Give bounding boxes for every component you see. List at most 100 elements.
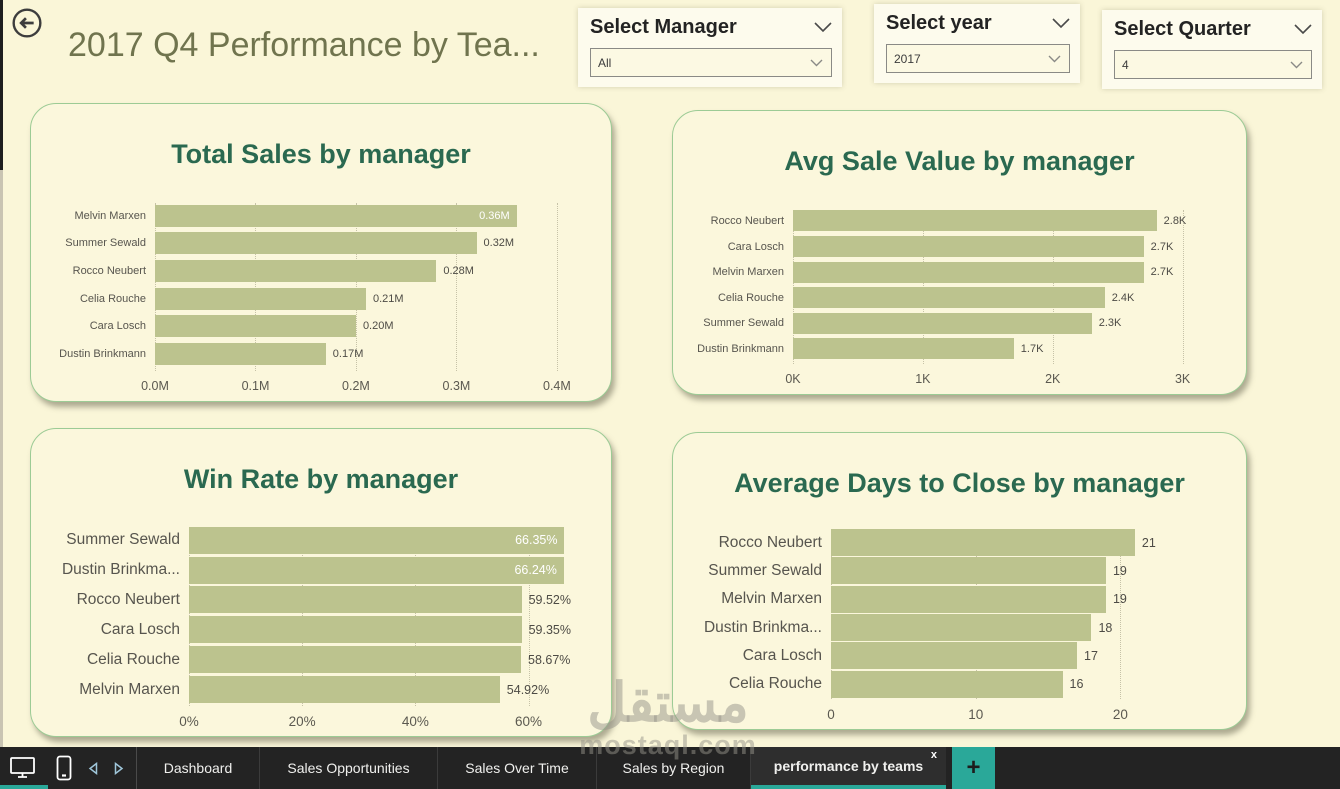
bar-track: 66.24% xyxy=(189,556,571,584)
slicer-manager-header[interactable]: Select Manager xyxy=(590,16,832,39)
phone-icon[interactable] xyxy=(56,755,72,781)
value-label: 66.35% xyxy=(515,533,558,548)
bar-row: Cara Losch 2.7K xyxy=(673,236,1246,257)
gridline xyxy=(355,202,357,371)
x-axis-tick-label: 0.4M xyxy=(542,379,571,393)
slicer-manager-dropdown[interactable]: All xyxy=(590,48,832,77)
category-label: Celia Rouche xyxy=(86,650,180,668)
slicer-quarter-dropdown[interactable]: 4 xyxy=(1114,50,1312,79)
page-tab-bar: Dashboard Sales Opportunities Sales Over… xyxy=(0,747,1340,789)
bar[interactable] xyxy=(189,586,522,614)
chart-card-avg-days-to-close: Average Days to Close by manager Rocco N… xyxy=(672,432,1247,730)
category-label: Rocco Neubert xyxy=(710,214,784,227)
value-label: 54.92% xyxy=(506,682,550,697)
slicer-year-header[interactable]: Select year xyxy=(886,12,1070,35)
chevron-down-icon xyxy=(810,59,823,66)
slicer-manager-label: Select Manager xyxy=(590,16,737,38)
scrollbar-thumb[interactable] xyxy=(0,0,3,170)
category-label: Rocco Neubert xyxy=(718,533,822,551)
close-icon[interactable]: x xyxy=(930,749,937,761)
bar-row: Dustin Brinkmann 1.7K xyxy=(673,338,1246,360)
bar-track: 54.92% xyxy=(189,676,571,704)
bar[interactable] xyxy=(155,232,477,255)
bar[interactable] xyxy=(793,261,1144,283)
slicer-year-dropdown[interactable]: 2017 xyxy=(886,44,1070,73)
slicer-quarter-header[interactable]: Select Quarter xyxy=(1114,18,1312,41)
x-axis-tick-label: 2K xyxy=(1045,372,1061,386)
gridline xyxy=(155,202,156,371)
category-label: Dustin Brinkma... xyxy=(703,618,822,636)
back-button[interactable] xyxy=(11,7,43,39)
page-next-icon[interactable] xyxy=(114,761,124,775)
bar[interactable] xyxy=(831,557,1106,585)
bar-track: 58.67% xyxy=(189,646,571,674)
tab-sales-opportunities[interactable]: Sales Opportunities xyxy=(260,747,438,789)
chevron-down-icon xyxy=(1294,24,1312,35)
bar[interactable] xyxy=(189,646,522,674)
bar[interactable] xyxy=(793,312,1092,334)
bar[interactable] xyxy=(831,614,1092,642)
bar[interactable] xyxy=(831,585,1106,613)
bar[interactable] xyxy=(155,315,356,338)
bar[interactable] xyxy=(793,338,1014,360)
bar-track: 2.7K xyxy=(793,236,1206,257)
x-axis: 0.0M 0.1M 0.2M 0.3M 0.4M xyxy=(141,371,577,401)
arrow-left-circle-icon xyxy=(11,8,43,43)
value-label: 2.4K xyxy=(1111,291,1135,304)
gridline xyxy=(556,202,558,371)
bar-row: Rocco Neubert 2.8K xyxy=(673,210,1246,232)
bar-row: Cara Losch 59.35% xyxy=(31,616,611,644)
bar-row: Summer Sewald 0.32M xyxy=(31,232,611,255)
bar-track: 2.4K xyxy=(793,287,1206,309)
value-label: 2.3K xyxy=(1098,317,1122,330)
add-page-button[interactable]: + xyxy=(952,747,995,789)
bar-row: Rocco Neubert 59.52% xyxy=(31,586,611,614)
x-axis: 0 10 20 xyxy=(827,699,1200,729)
x-axis: 0K 1K 2K 3K xyxy=(785,364,1206,394)
value-label: 0.36M xyxy=(479,209,510,222)
bar[interactable] xyxy=(831,529,1135,557)
bar[interactable] xyxy=(793,210,1157,232)
bar[interactable]: 66.35% xyxy=(189,526,565,554)
chevron-down-icon xyxy=(1052,18,1070,29)
x-axis-tick-label: 0 xyxy=(827,707,835,722)
bar[interactable]: 66.24% xyxy=(189,556,564,584)
tab-label: performance by teams xyxy=(773,758,924,774)
bar[interactable] xyxy=(831,642,1077,670)
x-axis-tick-label: 0% xyxy=(179,714,199,729)
tab-sales-by-region[interactable]: Sales by Region xyxy=(597,747,751,789)
x-axis-tick-label: 40% xyxy=(401,714,429,729)
category-label: Dustin Brinkma... xyxy=(61,561,180,579)
bar[interactable] xyxy=(793,236,1144,257)
bar-row: Celia Rouche 16 xyxy=(673,670,1246,698)
bar[interactable] xyxy=(831,670,1063,698)
bar[interactable] xyxy=(793,287,1105,309)
slicer-year-value: 2017 xyxy=(894,51,921,66)
chevron-down-icon xyxy=(1290,61,1303,68)
page-prev-icon[interactable] xyxy=(88,761,98,775)
value-label: 0.17M xyxy=(332,348,364,361)
value-label: 58.67% xyxy=(528,652,571,667)
bar-row: Rocco Neubert 21 xyxy=(673,529,1246,557)
value-label: 59.35% xyxy=(528,622,571,637)
chart-title: Avg Sale Value by manager xyxy=(784,146,1135,177)
chart-title: Average Days to Close by manager xyxy=(734,468,1185,499)
x-axis-tick-label: 20% xyxy=(288,714,316,729)
bar[interactable] xyxy=(189,616,522,644)
bar[interactable] xyxy=(155,260,437,283)
value-label: 0.21M xyxy=(373,292,404,305)
category-label: Celia Rouche xyxy=(728,675,822,693)
bar[interactable] xyxy=(155,343,326,366)
bar-track: 21 xyxy=(831,529,1200,557)
tab-dashboard[interactable]: Dashboard xyxy=(137,747,260,789)
desktop-icon[interactable] xyxy=(9,756,36,780)
bar[interactable]: 0.36M xyxy=(155,204,517,227)
bar[interactable] xyxy=(155,287,366,310)
x-axis-tick-label: 1K xyxy=(915,372,931,386)
tab-sales-over-time[interactable]: Sales Over Time xyxy=(438,747,597,789)
bar-row: Summer Sewald 2.3K xyxy=(673,312,1246,334)
bar[interactable] xyxy=(189,676,500,704)
plot-area: Rocco Neubert 21 Summer Sewald 19 Melvin Mar… xyxy=(673,528,1246,699)
tab-performance-by-teams[interactable]: performance by teams x xyxy=(751,747,946,789)
value-label: 19 xyxy=(1112,563,1127,578)
